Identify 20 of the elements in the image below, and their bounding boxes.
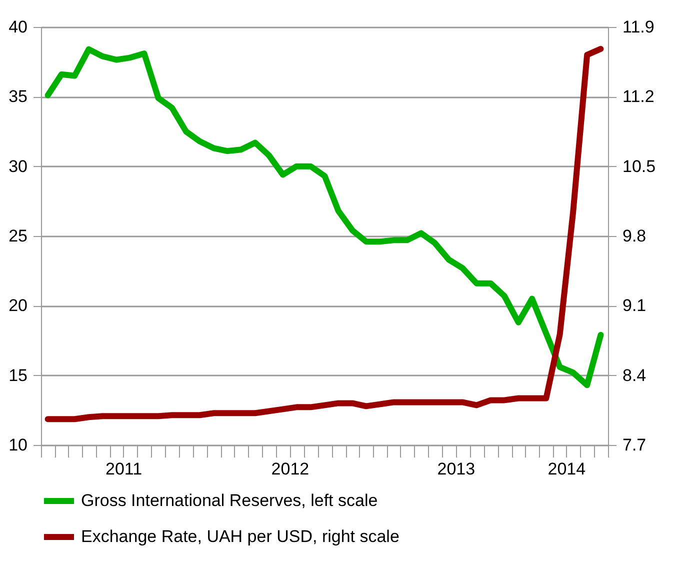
- y-tick-label: 25: [8, 226, 28, 246]
- legend-label: Gross International Reserves, left scale: [81, 491, 378, 510]
- y-tick-label: 10: [8, 436, 28, 454]
- y-tick-label: 30: [8, 156, 28, 176]
- y2-tick-label: 11.2: [622, 87, 654, 106]
- y-tick-label: 15: [8, 366, 28, 385]
- legend-label: Exchange Rate, UAH per USD, right scale: [81, 527, 400, 546]
- y2-tick-label: 9.8: [622, 226, 646, 246]
- y2-tick-label: 7.7: [622, 436, 646, 454]
- y-tick-label: 20: [8, 296, 28, 316]
- x-tick-label: 2013: [437, 460, 476, 478]
- y2-tick-label: 11.9: [622, 18, 654, 36]
- y2-tick-label: 10.5: [622, 156, 656, 176]
- y-tick-label: 35: [8, 87, 28, 106]
- x-tick-label: 2014: [548, 460, 586, 478]
- x-tick-label: 2012: [271, 460, 310, 478]
- y-tick-label: 40: [8, 18, 28, 36]
- y2-tick-label: 9.1: [622, 296, 646, 316]
- y2-tick-label: 8.4: [622, 366, 646, 385]
- x-tick-label: 2011: [106, 460, 142, 478]
